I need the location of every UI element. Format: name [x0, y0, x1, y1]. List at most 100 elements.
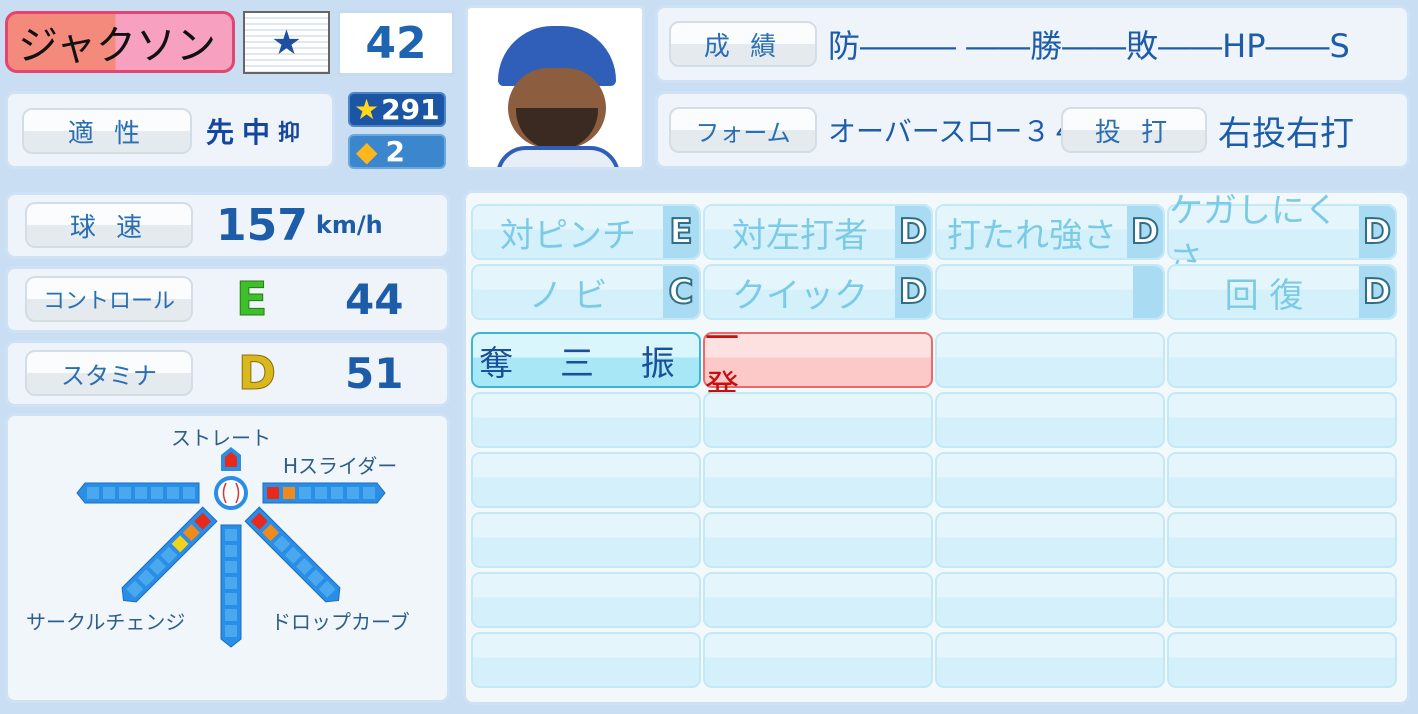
- pitch-level-block: [225, 529, 237, 541]
- pitch-level-block: [225, 609, 237, 621]
- special-ability-cell[interactable]: 一 発: [703, 319, 933, 408]
- empty-ability-slot[interactable]: [935, 332, 1165, 388]
- ability-grade: D: [1359, 266, 1395, 318]
- stamina-button[interactable]: スタミナ: [25, 350, 193, 396]
- record-text: 防――― ――勝――敗――HP――S: [828, 27, 1350, 65]
- ability-label: [937, 266, 1133, 318]
- pitch-level-block: [315, 487, 327, 499]
- pitch-arm-right: [262, 482, 386, 504]
- ability-grade: D: [895, 266, 931, 318]
- ability-cell[interactable]: 対左打者 D: [703, 204, 933, 260]
- empty-ability-slot[interactable]: [1167, 512, 1397, 568]
- ability-cell[interactable]: 対ピンチ E: [471, 204, 701, 260]
- ability-grade: D: [1359, 206, 1395, 258]
- pitch-arm-down_left: [121, 506, 218, 603]
- empty-ability-slot[interactable]: [935, 512, 1165, 568]
- aptitude-starter: 先: [206, 116, 235, 149]
- empty-ability-slot[interactable]: [703, 392, 933, 448]
- team-logo: ★: [243, 11, 330, 74]
- record-panel: 成 績 防――― ――勝――敗――HP――S: [655, 5, 1410, 83]
- form-value: オーバースロー３４: [828, 115, 1079, 148]
- diamond-icon: ◆: [356, 135, 378, 168]
- empty-ability-slot[interactable]: [1167, 392, 1397, 448]
- empty-ability-slot[interactable]: [703, 452, 933, 508]
- pitch-label-down-left: サークルチェンジ: [26, 610, 186, 634]
- pitch-chart: [76, 447, 386, 648]
- pitch-level-block: [87, 487, 99, 499]
- stamina-panel: スタミナ D 51: [5, 340, 450, 407]
- diamond-badge: ◆ 2: [348, 134, 446, 169]
- empty-ability-slot[interactable]: [935, 572, 1165, 628]
- special-ability-cell[interactable]: 奪 三 振: [471, 332, 701, 388]
- velocity-value: 157 km/h: [216, 199, 383, 251]
- pitch-level-block: [225, 593, 237, 605]
- pitch-level-block: [267, 487, 279, 499]
- uniform-number: 42: [337, 10, 455, 76]
- ability-grade: E: [663, 206, 699, 258]
- pitch-level-block: [225, 625, 237, 637]
- ability-cell[interactable]: ケガしにくさ D: [1167, 191, 1397, 280]
- pitch-level-block: [103, 487, 115, 499]
- ability-label: ノ ビ: [528, 275, 608, 316]
- pitch-arm-straight: [221, 447, 241, 471]
- empty-ability-slot[interactable]: [471, 572, 701, 628]
- ability-cell[interactable]: 打たれ強さ D: [935, 204, 1165, 260]
- player-portrait: [465, 5, 645, 170]
- ability-label: 回 復: [1224, 275, 1304, 316]
- control-panel: コントロール E 44: [5, 266, 450, 333]
- ability-label: ケガしにくさ: [1169, 191, 1339, 280]
- empty-ability-slot[interactable]: [935, 392, 1165, 448]
- empty-ability-slot[interactable]: [471, 392, 701, 448]
- velocity-button[interactable]: 球 速: [25, 202, 193, 248]
- pitch-level-block: [225, 577, 237, 589]
- empty-ability-slot[interactable]: [703, 512, 933, 568]
- empty-ability-slot[interactable]: [935, 452, 1165, 508]
- empty-ability-slot[interactable]: [471, 512, 701, 568]
- pitch-label-straight: ストレート: [171, 426, 271, 450]
- pitch-level-block: [225, 545, 237, 557]
- empty-ability-slot[interactable]: [935, 632, 1165, 688]
- record-button[interactable]: 成 績: [669, 21, 817, 67]
- pitch-label-right: Hスライダー: [283, 454, 398, 478]
- pitch-level-block: [299, 487, 311, 499]
- pitch-level-block: [119, 487, 131, 499]
- form-button[interactable]: フォーム: [669, 107, 817, 153]
- pitch-arm-left: [76, 482, 200, 504]
- control-button[interactable]: コントロール: [25, 276, 193, 322]
- form-panel: フォーム オーバースロー３４ 投 打 右投右打: [655, 91, 1410, 169]
- pitch-chart-panel: ストレート Hスライダー サークルチェンジ ドロップカーブ: [5, 413, 450, 703]
- velocity-unit: km/h: [315, 211, 383, 239]
- empty-ability-slot[interactable]: [703, 632, 933, 688]
- pitch-arm-down_right: [244, 506, 341, 603]
- ability-label: 対ピンチ: [500, 215, 636, 256]
- ability-grade: [1133, 266, 1163, 318]
- pitch-level-block: [167, 487, 179, 499]
- hand-button[interactable]: 投 打: [1061, 107, 1207, 153]
- empty-ability-slot[interactable]: [1167, 572, 1397, 628]
- aptitude-panel: 適 性 先 中 抑: [5, 91, 335, 169]
- pitch-label-down-right: ドロップカーブ: [271, 610, 410, 634]
- empty-ability-slot[interactable]: [471, 452, 701, 508]
- empty-ability-slot[interactable]: [1167, 452, 1397, 508]
- aptitude-button[interactable]: 適 性: [22, 108, 192, 154]
- pitch-level-block: [151, 487, 163, 499]
- pitch-level-block: [225, 561, 237, 573]
- empty-ability-slot[interactable]: [471, 632, 701, 688]
- stamina-grade: D: [237, 346, 277, 401]
- empty-ability-slot[interactable]: [703, 572, 933, 628]
- aptitude-values: 先 中 抑: [206, 108, 300, 154]
- pitch-level-block: [135, 487, 147, 499]
- empty-ability-slot[interactable]: [1167, 632, 1397, 688]
- empty-ability-slot[interactable]: [1167, 332, 1397, 388]
- ability-label: クイック: [732, 275, 868, 316]
- pitch-arm-down: [220, 524, 242, 648]
- ability-cell[interactable]: [935, 264, 1165, 320]
- ability-cell[interactable]: クイック D: [703, 264, 933, 320]
- ability-grade: D: [1127, 206, 1163, 258]
- pitch-level-block: [331, 487, 343, 499]
- pitch-level-block: [363, 487, 375, 499]
- aptitude-middle: 中: [242, 116, 271, 149]
